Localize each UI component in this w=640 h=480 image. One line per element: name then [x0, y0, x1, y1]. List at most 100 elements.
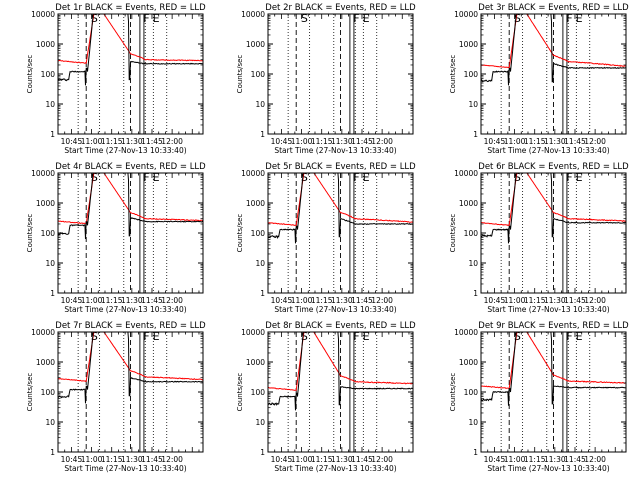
x-tick-label: 11:45	[351, 296, 373, 305]
reference-lines	[77, 332, 168, 452]
marker-f: F	[143, 12, 149, 25]
y-tick-label: 100	[41, 70, 56, 79]
panel-title: Det 9r BLACK = Events, RED = LLD	[478, 321, 629, 331]
panel-title: Det 2r BLACK = Events, RED = LLD	[265, 3, 416, 13]
marker-f: F	[353, 171, 359, 184]
y-tick-label: 100	[41, 388, 56, 397]
lld-series-line	[58, 332, 203, 382]
x-tick-label: 11:15	[311, 455, 333, 464]
events-series-line	[481, 332, 626, 406]
marker-s: S	[514, 12, 521, 25]
x-tick-label: 11:00	[291, 296, 313, 305]
y-tick-label: 10	[255, 259, 265, 268]
x-tick-label: 11:30	[544, 137, 566, 146]
x-tick-label: 12:00	[371, 296, 393, 305]
x-tick-label: 11:15	[524, 137, 546, 146]
x-tick-label: 12:00	[584, 137, 606, 146]
x-axis-label: Start Time (27-Nov-13 10:33:40)	[487, 305, 609, 314]
y-tick-label: 10000	[31, 328, 55, 337]
x-tick-label: 11:30	[331, 296, 353, 305]
y-axis-label: Counts/sec	[26, 55, 34, 94]
y-tick-label: 10000	[454, 10, 478, 19]
lld-series-line	[58, 14, 203, 64]
lld-series-line	[481, 14, 626, 69]
marker-e: E	[363, 12, 370, 25]
y-tick-label: 10000	[241, 10, 265, 19]
panel-title: Det 3r BLACK = Events, RED = LLD	[478, 3, 629, 13]
marker-s: S	[301, 12, 308, 25]
x-tick-label: 11:30	[121, 137, 143, 146]
y-axis-label: Counts/sec	[26, 214, 34, 253]
x-tick-label: 11:00	[504, 137, 526, 146]
y-tick-label: 1000	[459, 358, 478, 367]
x-axis-label: Start Time (27-Nov-13 10:33:40)	[274, 464, 396, 473]
x-tick-label: 10:45	[271, 296, 293, 305]
y-tick-label: 10000	[241, 169, 265, 178]
events-series-line	[58, 14, 203, 86]
y-axis-label: Counts/sec	[26, 373, 34, 412]
y-axis-label: Counts/sec	[449, 214, 457, 253]
x-tick-label: 11:00	[81, 296, 103, 305]
x-tick-label: 11:00	[81, 455, 103, 464]
marker-e: E	[576, 330, 583, 343]
marker-f: F	[353, 330, 359, 343]
x-tick-label: 12:00	[161, 296, 183, 305]
reference-lines	[287, 332, 378, 452]
y-axis-label: Counts/sec	[449, 55, 457, 94]
x-tick-label: 10:45	[271, 455, 293, 464]
y-tick-label: 10	[255, 418, 265, 427]
x-tick-label: 11:30	[121, 455, 143, 464]
events-series-line	[481, 173, 626, 244]
x-axis-label: Start Time (27-Nov-13 10:33:40)	[64, 305, 186, 314]
events-series-line	[268, 173, 413, 244]
y-tick-label: 10000	[31, 10, 55, 19]
x-tick-label: 10:45	[61, 296, 83, 305]
y-tick-label: 100	[41, 229, 56, 238]
y-axis-label: Counts/sec	[236, 55, 244, 94]
y-tick-label: 1000	[459, 199, 478, 208]
marker-s: S	[301, 330, 308, 343]
x-tick-label: 11:30	[544, 455, 566, 464]
x-tick-label: 11:15	[311, 296, 333, 305]
x-tick-label: 10:45	[271, 137, 293, 146]
lld-series-line	[268, 173, 413, 226]
x-axis-label: Start Time (27-Nov-13 10:33:40)	[274, 146, 396, 155]
y-tick-label: 10	[45, 100, 55, 109]
y-tick-label: 10000	[454, 328, 478, 337]
x-tick-label: 11:30	[331, 455, 353, 464]
marker-e: E	[576, 171, 583, 184]
x-tick-label: 10:45	[61, 137, 83, 146]
x-tick-label: 12:00	[371, 137, 393, 146]
y-tick-label: 100	[464, 229, 479, 238]
x-tick-label: 11:45	[564, 455, 586, 464]
y-tick-label: 1000	[36, 358, 55, 367]
x-tick-label: 11:45	[564, 296, 586, 305]
panel-title: Det 8r BLACK = Events, RED = LLD	[265, 321, 416, 331]
x-tick-label: 11:00	[291, 455, 313, 464]
x-tick-label: 11:00	[291, 137, 313, 146]
events-series-line	[481, 14, 626, 86]
y-tick-label: 1000	[36, 40, 55, 49]
marker-e: E	[153, 12, 160, 25]
y-tick-label: 100	[251, 388, 266, 397]
panel-title: Det 6r BLACK = Events, RED = LLD	[478, 162, 629, 172]
y-tick-label: 1000	[36, 199, 55, 208]
y-axis-label: Counts/sec	[449, 373, 457, 412]
y-tick-label: 1	[50, 130, 55, 139]
y-tick-label: 1	[473, 448, 478, 457]
x-tick-label: 11:15	[101, 137, 123, 146]
y-tick-label: 1	[473, 130, 478, 139]
x-tick-label: 11:00	[504, 296, 526, 305]
marker-e: E	[153, 330, 160, 343]
y-tick-label: 10	[468, 100, 478, 109]
x-tick-label: 12:00	[371, 455, 393, 464]
events-series-line	[58, 332, 203, 404]
marker-e: E	[363, 171, 370, 184]
